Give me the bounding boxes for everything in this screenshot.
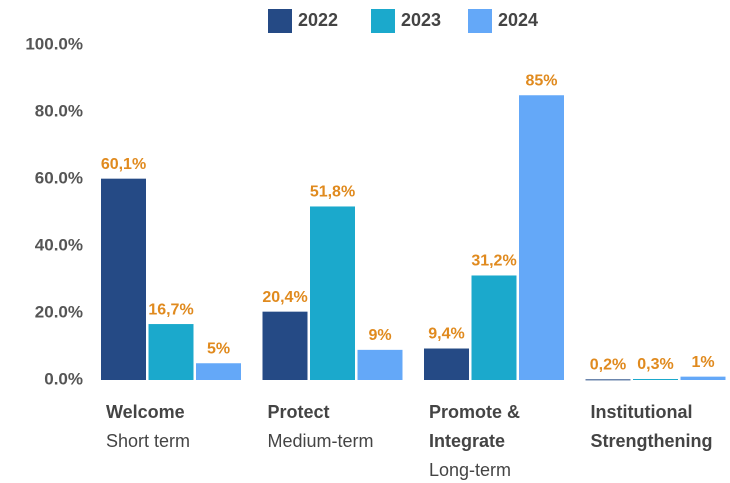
bar <box>310 206 355 380</box>
category-name: Welcome <box>106 402 185 422</box>
category-label: Institutional Strengthening <box>591 398 730 456</box>
value-label: 20,4% <box>262 289 307 306</box>
value-label: 1% <box>691 354 714 371</box>
y-tick-label: 100.0% <box>25 34 83 53</box>
bar <box>680 376 726 380</box>
category-subtitle: Long-term <box>429 460 512 480</box>
value-label: 51,8% <box>310 184 355 201</box>
y-tick-label: 20.0% <box>35 302 83 321</box>
bar <box>585 379 631 381</box>
legend-swatch <box>468 9 492 33</box>
legend-label: 2024 <box>498 10 538 30</box>
bar <box>262 311 308 380</box>
category-label: Promote & Integrate Long-term <box>429 398 579 483</box>
bar <box>471 275 517 380</box>
y-tick-label: 0.0% <box>44 369 83 388</box>
y-tick-label: 80.0% <box>35 101 83 120</box>
bar <box>148 324 194 380</box>
value-label: 0,3% <box>637 356 673 373</box>
value-label: 0,2% <box>590 357 626 374</box>
bar <box>633 378 678 380</box>
category-label: Protect Medium-term <box>268 398 418 456</box>
category-name: Protect <box>267 402 330 422</box>
bar <box>101 178 146 380</box>
category-subtitle: Medium-term <box>267 431 374 451</box>
legend-label: 2022 <box>298 10 338 30</box>
value-label: 9,4% <box>428 326 464 343</box>
bar <box>196 363 241 380</box>
category-name: Institutional Strengthening <box>590 402 713 451</box>
value-label: 16,7% <box>148 301 193 318</box>
legend-swatch <box>268 9 292 33</box>
legend-swatch <box>371 9 395 33</box>
category-subtitle: Short term <box>106 431 191 451</box>
bar <box>357 349 403 380</box>
value-label: 31,2% <box>471 253 516 270</box>
value-label: 60,1% <box>101 156 146 173</box>
category-name: Promote & Integrate <box>429 402 521 451</box>
value-label: 9% <box>368 327 391 344</box>
category-label: Welcome Short term <box>106 398 256 456</box>
value-label: 85% <box>525 72 557 89</box>
y-tick-label: 60.0% <box>35 168 83 187</box>
y-tick-label: 40.0% <box>35 235 83 254</box>
legend-label: 2023 <box>401 10 441 30</box>
bar <box>424 348 469 380</box>
value-label: 5% <box>207 340 230 357</box>
bar <box>519 95 564 380</box>
